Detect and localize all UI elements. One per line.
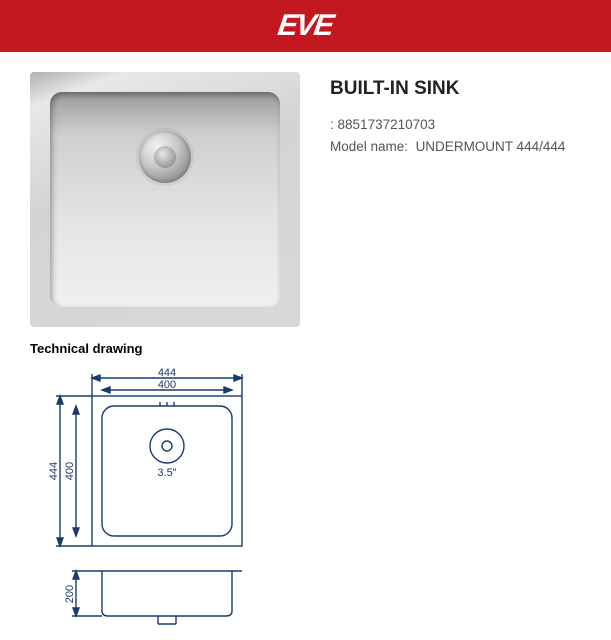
product-title: BUILT-IN SINK (330, 78, 581, 100)
brand-logo: EVE (276, 9, 335, 43)
brand-banner: EVE (0, 0, 611, 52)
model-label: Model name: (330, 139, 408, 154)
model-line: Model name: UNDERMOUNT 444/444 (330, 136, 581, 158)
technical-drawing-label: Technical drawing (30, 341, 611, 356)
sku-value: 8851737210703 (338, 117, 436, 132)
drain-size: 3.5" (157, 467, 176, 479)
model-value: UNDERMOUNT 444/444 (416, 139, 566, 154)
sku-line: : 8851737210703 (330, 114, 581, 136)
product-info-column: BUILT-IN SINK : 8851737210703 Model name… (330, 72, 581, 327)
dim-outer-h: 444 (48, 462, 60, 480)
drain-icon (139, 131, 191, 183)
dim-depth: 200 (64, 585, 76, 603)
product-content: BUILT-IN SINK : 8851737210703 Model name… (0, 52, 611, 327)
dim-inner-w: 400 (158, 379, 176, 391)
product-photo (30, 72, 300, 327)
product-image-column (30, 72, 300, 327)
dim-outer-w: 444 (158, 367, 176, 379)
technical-drawing: 444 400 444 400 3.5" 200 (30, 366, 290, 626)
drawing-svg: 444 400 444 400 3.5" 200 (30, 366, 290, 626)
sku-prefix: : (330, 117, 334, 132)
dim-inner-h: 400 (64, 462, 76, 480)
sink-basin (50, 92, 280, 307)
